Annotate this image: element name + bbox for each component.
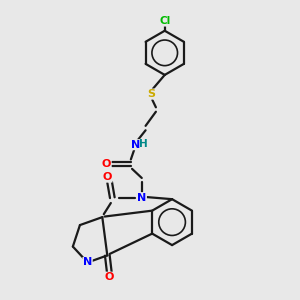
Text: Cl: Cl — [159, 16, 170, 26]
Text: O: O — [103, 172, 112, 182]
Text: S: S — [148, 89, 155, 99]
Text: O: O — [105, 272, 114, 282]
Text: N: N — [83, 257, 92, 268]
Text: N: N — [131, 140, 140, 150]
Text: O: O — [102, 159, 111, 169]
Text: N: N — [137, 193, 146, 203]
Text: H: H — [139, 139, 148, 148]
